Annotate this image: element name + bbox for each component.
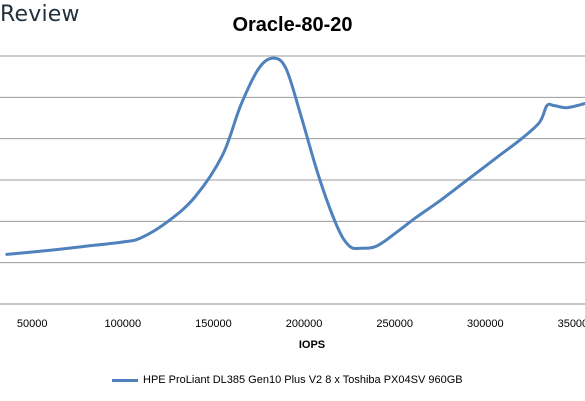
gridlines (0, 55, 585, 305)
x-tick-label: 150000 (195, 318, 232, 330)
x-tick-label: 50000 (17, 318, 48, 330)
x-tick-label: 350000 (558, 318, 585, 330)
x-axis-label: IOPS (299, 339, 325, 351)
brand-logo-text: Review (0, 2, 80, 27)
legend-label: HPE ProLiant DL385 Gen10 Plus V2 8 x Tos… (143, 374, 463, 386)
series-line (5, 56, 585, 256)
x-tick-label: 250000 (376, 318, 413, 330)
legend-swatch (112, 378, 138, 382)
x-tick-label: 300000 (467, 318, 504, 330)
legend: HPE ProLiant DL385 Gen10 Plus V2 8 x Tos… (112, 374, 463, 386)
x-tick-label: 100000 (104, 318, 141, 330)
x-tick-label: 200000 (286, 318, 323, 330)
chart-title: Oracle-80-20 (232, 14, 353, 36)
x-axis-ticks: 50000 100000 150000 200000 250000 300000 35000… (17, 318, 585, 330)
